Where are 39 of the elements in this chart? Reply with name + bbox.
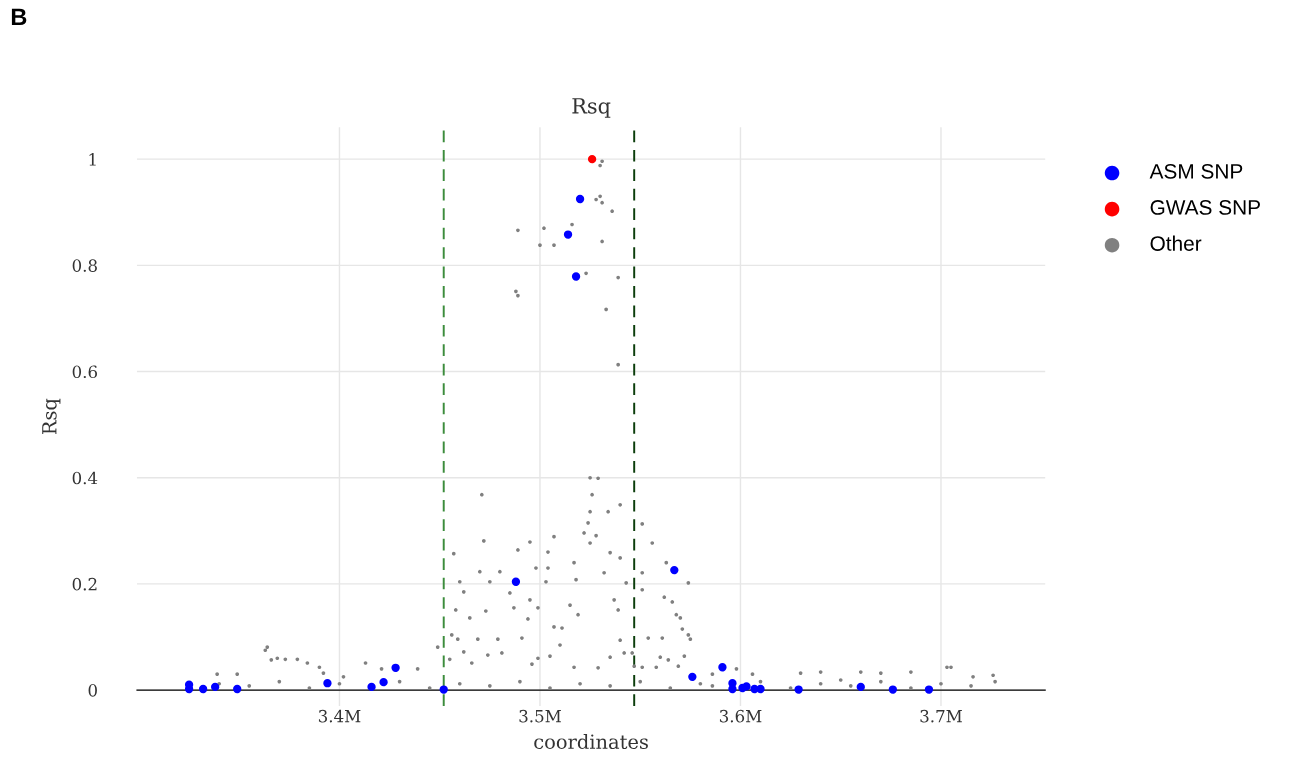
point — [718, 663, 727, 672]
y-tick-label: 0 — [88, 684, 97, 697]
point — [379, 677, 388, 687]
y-tick-label: 0.6 — [72, 365, 98, 379]
text: B — [11, 8, 27, 25]
point — [575, 194, 585, 204]
point — [571, 272, 581, 281]
point — [210, 682, 220, 692]
point — [924, 685, 934, 694]
x-axis-title: coordinates — [534, 734, 648, 750]
point — [563, 230, 573, 239]
point — [856, 682, 865, 692]
y-tick-label: 1 — [89, 153, 96, 166]
point — [756, 684, 765, 694]
point — [233, 684, 242, 694]
point — [511, 577, 521, 586]
point — [794, 685, 803, 694]
y-tick-label: 0.2 — [72, 577, 97, 591]
x-tick-label: 3.6M — [719, 709, 762, 723]
point — [439, 685, 448, 694]
x-tick-label: 3.5M — [519, 709, 561, 723]
point — [742, 682, 751, 691]
point — [888, 685, 898, 694]
point — [323, 679, 332, 688]
x-tick-label: 3.7M — [920, 709, 962, 723]
point — [391, 663, 400, 672]
legend-label: Other — [1150, 235, 1202, 251]
point — [367, 682, 376, 692]
y-axis-title: Rsq — [42, 398, 61, 435]
y-tick-label: 0.8 — [72, 259, 97, 272]
x-tick-label: 3.4M — [318, 709, 361, 723]
point — [670, 565, 679, 575]
point — [587, 154, 597, 164]
y-tick-label: 0.4 — [72, 471, 98, 485]
point — [688, 672, 697, 681]
legend-label: ASM SNP — [1149, 163, 1243, 179]
chart-title: Rsq — [572, 98, 611, 118]
legend-label: GWAS SNP — [1150, 200, 1260, 215]
point — [198, 684, 208, 694]
